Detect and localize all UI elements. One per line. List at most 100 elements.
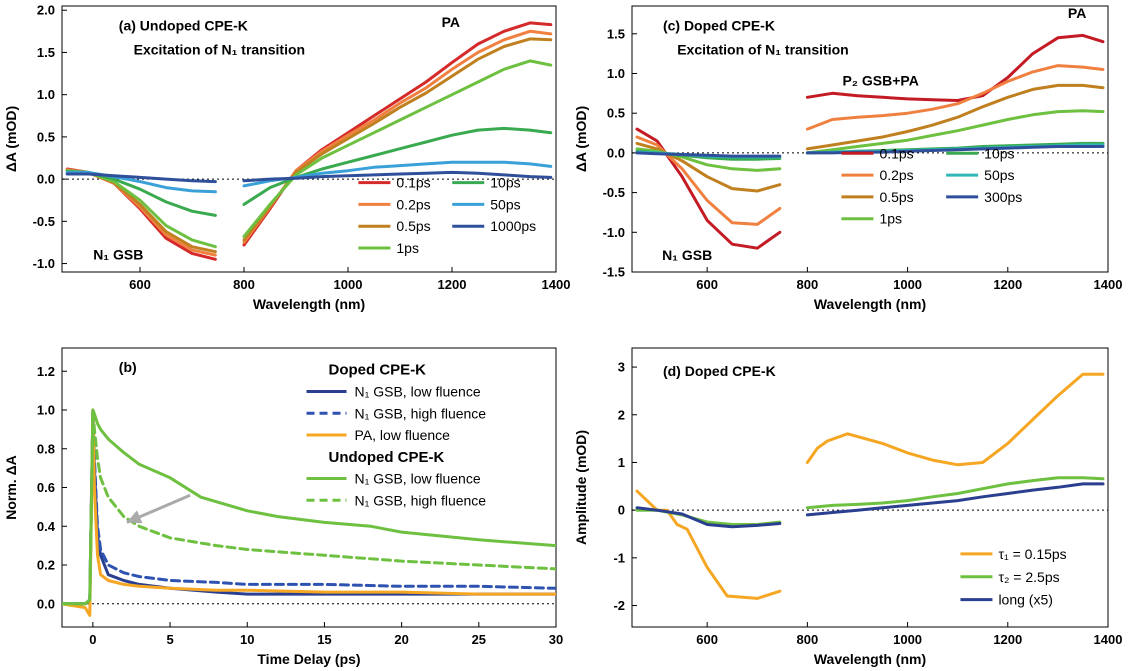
y-tick-label: 0 [618,503,625,518]
y-tick-label: 2 [618,407,625,422]
series-line-6 [65,170,553,184]
panel-title: (a) Undoped CPE-K [119,18,248,34]
x-tick-label: 800 [797,632,819,647]
legend-label: 0.5ps [879,189,913,205]
legend-label: 50ps [984,167,1014,183]
series-group [635,372,1105,600]
y-tick-label: 0.0 [607,145,625,160]
series-line-1 [65,29,553,257]
annotation-label: P₂ GSB+PA [842,72,918,88]
legend-label: 300ps [984,189,1022,205]
legend-label: N₁ GSB, high fluence [355,492,487,508]
y-tick-label: -0.5 [603,185,625,200]
x-tick-label: 600 [129,277,151,292]
panel-b: 0 5 10 15 20 25 30 0.0 0.2 0.4 0.6 0.8 1.0 1.2 Time De… [3,347,563,667]
legend-group-header: Undoped CPE-K [329,449,445,466]
y-axis-label: ΔA (mOD) [573,106,589,172]
legend-label: 0.2ps [396,196,430,212]
axes-frame [631,5,1109,273]
y-tick-label: 0.5 [37,129,55,144]
series-line-1 [635,64,1105,226]
y-tick-label: 1.0 [607,66,625,81]
panel-c: 600 800 1000 1200 1400 -1.5 -1.0 -0.5 0.0 0.5 1.0 1… [573,5,1122,312]
y-tick-label: 3 [618,360,625,375]
series-group [62,408,556,617]
x-tick-label: 1200 [993,632,1022,647]
x-tick-label: 600 [696,632,718,647]
legend-label: N₁ GSB, low fluence [355,471,481,487]
panel-title: (c) Doped CPE-K [663,18,775,34]
series-line-3 [62,408,556,606]
legend: 0.1ps 0.2ps 0.5ps 1ps 10ps 50ps 1000ps [358,175,536,256]
series-line-2 [635,482,1105,529]
y-tick-label: 0.0 [37,596,55,611]
legend-label: 50ps [490,196,520,212]
y-tick-label: 0.8 [37,441,55,456]
x-tick-label: 800 [797,277,819,292]
legend-label: N₁ GSB, low fluence [355,384,481,400]
legend-label: 0.2ps [879,167,913,183]
x-tick-label: 15 [317,632,331,647]
y-tick-label: 0.2 [37,558,55,573]
x-axis-label: Time Delay (ps) [257,651,360,667]
x-axis-label: Wavelength (nm) [814,651,926,667]
x-tick-label: 10 [240,632,254,647]
y-tick-label: 0.4 [37,519,56,534]
y-tick-label: 0.0 [37,172,55,187]
legend-label: long (x5) [998,592,1052,608]
y-tick-label: 0.5 [607,106,625,121]
x-tick-label: 5 [166,632,173,647]
legend-label: 1ps [396,240,419,256]
y-axis-label: ΔA (mOD) [3,106,19,172]
y-axis-label: Norm. ΔA [3,455,19,520]
panel-title: (b) [119,359,137,375]
x-tick-label: 1000 [334,277,363,292]
legend: 0.1ps 0.2ps 0.5ps 1ps 10ps 50ps 300ps [841,145,1022,227]
panel-d: 600 800 1000 1200 1400 -2 -1 0 1 2 3 Wavelength (nm… [573,347,1122,667]
series-line-0 [635,372,1105,600]
series-line-0 [635,33,1105,250]
y-tick-label: -0.5 [33,214,55,229]
legend: Doped CPE-K N₁ GSB, low fluence N₁ GSB, hi… [306,362,487,508]
legend: τ₁ = 0.15ps τ₂ = 2.5ps long (x5) [960,546,1067,608]
legend-label: 10ps [984,145,1014,161]
x-tick-label: 1400 [542,277,571,292]
x-tick-label: 800 [233,277,255,292]
y-axis-label: Amplitude (mOD) [573,430,589,545]
legend-label: 10ps [490,175,520,191]
series-line-3 [635,109,1105,172]
legend-label: 0.1ps [879,145,913,161]
legend-label: PA, low fluence [355,427,451,443]
series-line-2 [635,83,1105,193]
legend-label: τ₂ = 2.5ps [998,569,1059,585]
series-group [65,21,553,261]
y-tick-label: 0.6 [37,480,55,495]
x-tick-label: 1000 [893,632,922,647]
x-tick-label: 25 [472,632,486,647]
y-tick-label: 1.0 [37,87,55,102]
y-tick-label: 1.5 [37,45,55,60]
panel-subtitle: Excitation of N₁ transition [677,42,848,58]
series-line-1 [635,476,1105,526]
panel-title: (d) Doped CPE-K [663,363,776,379]
x-tick-label: 1200 [993,277,1022,292]
legend-label: τ₁ = 0.15ps [998,546,1066,562]
series-group [635,33,1105,250]
legend-label: 1ps [879,211,902,227]
x-tick-label: 30 [549,632,563,647]
legend-label: N₁ GSB, high fluence [355,405,487,421]
legend-group-header: Doped CPE-K [329,362,427,379]
series-line-2 [65,37,553,254]
y-tick-label: 2.0 [37,3,55,18]
y-tick-label: 1 [618,455,625,470]
annotation-label: N₁ GSB [662,247,712,263]
y-tick-label: 1.2 [37,364,55,379]
annotation-arrow-head [126,510,143,524]
annotation-label: PA [442,14,460,30]
series-line-4 [62,408,556,606]
y-tick-label: 1.0 [37,403,55,418]
x-axis-label: Wavelength (nm) [253,296,365,312]
y-tick-label: -1.0 [603,225,625,240]
series-line-3 [65,59,553,249]
